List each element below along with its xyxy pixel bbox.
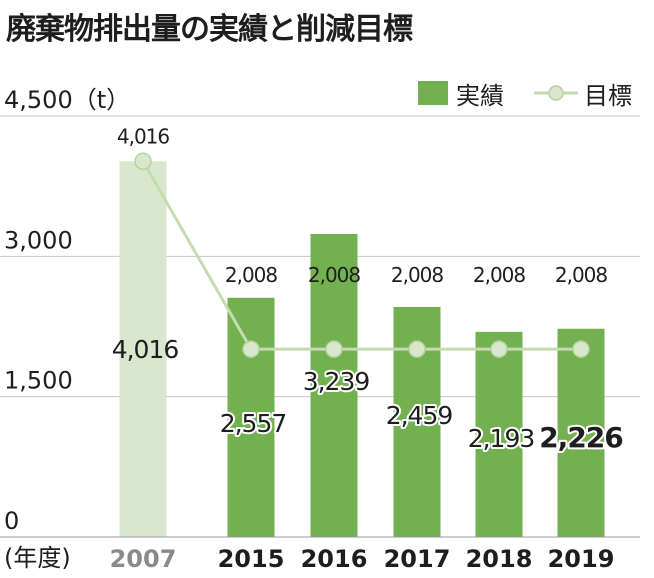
x-tick-label-2015: 2015 [218,545,285,573]
actual-label-2019: 2,226 [539,421,623,454]
legend-label-actual: 実績 [456,81,504,110]
bar-2018 [475,331,523,537]
target-marker-2018 [490,340,508,358]
y-tick-label: 0 [4,507,19,535]
x-tick-label-2017: 2017 [384,545,451,573]
target-label-2018: 2,008 [473,263,526,287]
y-tick-label: 1,500 [4,367,73,395]
y-tick-label: 3,000 [4,226,73,254]
actual-label-2007: 4,016 [112,335,179,364]
target-marker-2007 [134,152,152,171]
actual-label-2016: 3,239 [303,367,370,396]
legend-item-actual: 実績 [418,76,504,111]
target-marker-2016 [325,340,343,358]
target-marker-2017 [408,340,426,358]
legend-label-target: 目標 [584,81,632,110]
target-label-2016: 2,008 [308,263,361,287]
target-label-2007: 4,016 [117,124,170,148]
legend-bar-swatch [418,81,448,105]
bar-2019 [557,328,605,537]
x-tick-label-2007: 2007 [110,545,177,573]
bar-2015 [227,297,275,537]
target-label-2019: 2,008 [555,263,608,287]
bar-2016 [310,233,358,537]
target-label-2015: 2,008 [225,263,278,287]
legend-item-target: 目標 [534,76,632,111]
target-marker-2019 [572,340,590,358]
x-tick-label-2018: 2018 [466,545,533,573]
target-label-2017: 2,008 [391,263,444,287]
target-line [141,160,581,351]
actual-label-2018: 2,193 [468,424,535,453]
x-tick-label-2019: 2019 [548,545,615,573]
legend-line-marker-icon [534,85,578,101]
x-tick-label-2016: 2016 [301,545,368,573]
actual-label-2015: 2,557 [220,409,287,438]
y-axis-unit-label: 4,500（t） [4,86,131,114]
x-axis-unit-label: (年度) [4,544,71,572]
actual-label-2017: 2,459 [386,401,453,430]
bar-2007 [119,161,167,537]
target-marker-2015 [242,340,260,358]
chart-title: 廃棄物排出量の実績と削減目標 [6,12,413,47]
legend: 実績 目標 [418,76,632,111]
